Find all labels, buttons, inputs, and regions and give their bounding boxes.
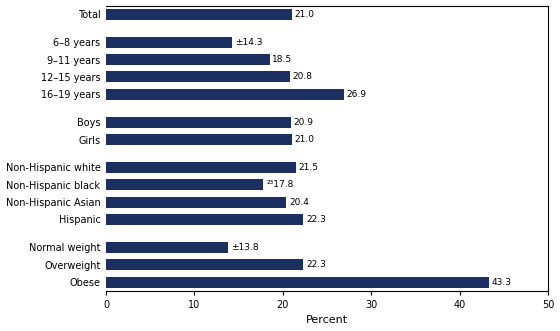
Bar (106, 259, 303, 270)
Text: 21.0: 21.0 (295, 10, 314, 19)
Text: 22.3: 22.3 (306, 260, 326, 269)
Text: 26.9: 26.9 (347, 90, 367, 99)
Bar (106, 197, 286, 208)
Text: 20.9: 20.9 (293, 118, 314, 127)
X-axis label: Percent: Percent (306, 315, 348, 325)
Text: 18.5: 18.5 (272, 55, 292, 64)
Bar (106, 54, 269, 65)
Text: ±13.8: ±13.8 (231, 243, 258, 252)
Bar (106, 179, 263, 190)
Text: ±14.3: ±14.3 (235, 38, 263, 47)
Text: 21.0: 21.0 (295, 135, 314, 144)
Bar (106, 276, 489, 288)
Text: 20.4: 20.4 (289, 198, 309, 207)
Bar (106, 71, 290, 82)
Bar (106, 214, 303, 225)
Bar (106, 242, 228, 253)
Bar (106, 134, 292, 145)
Text: 43.3: 43.3 (492, 278, 512, 287)
Text: ²³17.8: ²³17.8 (266, 180, 293, 189)
Text: 21.5: 21.5 (299, 163, 319, 172)
Text: 20.8: 20.8 (293, 72, 312, 81)
Bar (106, 89, 344, 100)
Text: 22.3: 22.3 (306, 215, 326, 224)
Bar (106, 37, 232, 48)
Bar (106, 117, 291, 128)
Bar (106, 9, 292, 20)
Bar (106, 162, 296, 173)
